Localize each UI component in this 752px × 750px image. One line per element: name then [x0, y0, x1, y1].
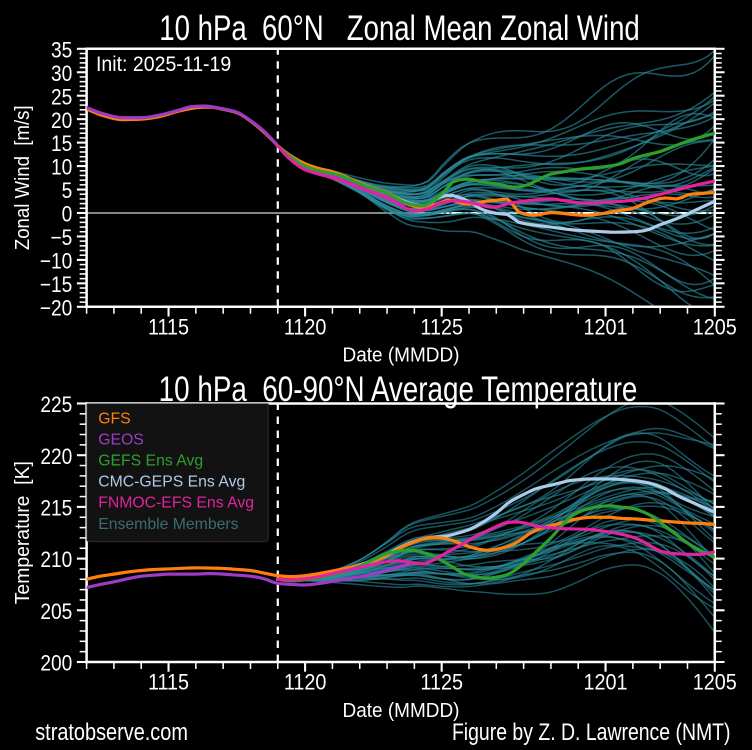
svg-text:1115: 1115 — [148, 671, 189, 695]
svg-text:1115: 1115 — [148, 315, 189, 339]
svg-text:GEFS Ens Avg: GEFS Ens Avg — [98, 452, 203, 469]
svg-text:1205: 1205 — [693, 315, 737, 339]
svg-text:10: 10 — [51, 155, 72, 180]
svg-text:Ensemble Members: Ensemble Members — [98, 516, 238, 533]
svg-text:1201: 1201 — [583, 315, 627, 339]
svg-text:215: 215 — [40, 496, 72, 521]
svg-text:5: 5 — [62, 179, 73, 204]
svg-text:220: 220 — [40, 445, 72, 470]
svg-text:−10: −10 — [40, 249, 72, 274]
svg-text:1120: 1120 — [284, 315, 327, 339]
svg-text:−20: −20 — [40, 296, 72, 321]
svg-text:Figure by Z. D. Lawrence (NMT): Figure by Z. D. Lawrence (NMT) — [452, 718, 731, 745]
svg-text:Date (MMDD): Date (MMDD) — [343, 344, 460, 367]
svg-text:15: 15 — [51, 132, 72, 157]
svg-text:20: 20 — [51, 109, 72, 134]
svg-text:CMC-GEPS Ens Avg: CMC-GEPS Ens Avg — [98, 473, 245, 490]
svg-text:1125: 1125 — [420, 315, 463, 339]
svg-text:1125: 1125 — [420, 671, 463, 695]
svg-text:GEOS: GEOS — [98, 432, 144, 449]
svg-text:35: 35 — [51, 38, 72, 63]
svg-text:FNMOC-EFS Ens Avg: FNMOC-EFS Ens Avg — [98, 494, 254, 511]
svg-text:Init: 2025-11-19: Init: 2025-11-19 — [96, 53, 231, 76]
svg-text:0: 0 — [62, 202, 73, 227]
svg-text:GFS: GFS — [98, 410, 130, 427]
svg-text:10 hPa 60-90°N Average Temper: 10 hPa 60-90°N Average Temperature — [159, 369, 638, 409]
svg-text:−15: −15 — [40, 273, 72, 298]
svg-text:30: 30 — [51, 62, 72, 87]
svg-text:210: 210 — [40, 548, 72, 573]
svg-text:stratobserve.com: stratobserve.com — [35, 718, 188, 745]
svg-text:1120: 1120 — [284, 671, 327, 695]
svg-text:200: 200 — [40, 651, 72, 676]
svg-text:Date (MMDD): Date (MMDD) — [343, 699, 460, 722]
svg-text:1201: 1201 — [583, 671, 627, 695]
svg-text:225: 225 — [40, 393, 72, 418]
svg-text:25: 25 — [51, 85, 72, 110]
svg-text:Temperature [K]: Temperature [K] — [12, 461, 35, 604]
svg-text:205: 205 — [40, 600, 72, 625]
svg-text:10 hPa 60°N Zonal Mean Zona: 10 hPa 60°N Zonal Mean Zonal Wind — [159, 8, 640, 48]
svg-text:Zonal Wind [m/s]: Zonal Wind [m/s] — [11, 105, 34, 250]
svg-text:−5: −5 — [50, 226, 72, 251]
svg-text:1205: 1205 — [693, 671, 737, 695]
